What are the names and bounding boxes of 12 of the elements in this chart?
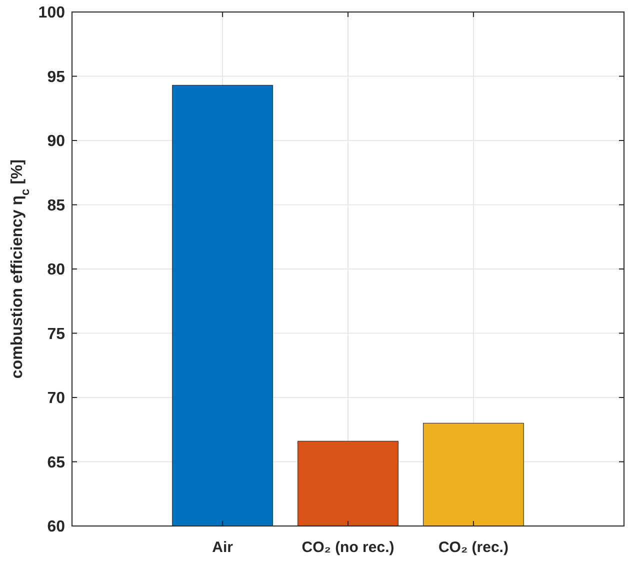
y-tick-label: 95 [47, 68, 66, 86]
x-tick-label: CO₂ (no rec.) [302, 539, 394, 556]
y-tick-label: 70 [47, 390, 66, 408]
x-tick-label: Air [212, 539, 234, 556]
y-tick-label: 60 [47, 518, 66, 536]
x-tick-label: CO₂ (rec.) [438, 539, 508, 556]
y-tick-label: 100 [38, 4, 66, 22]
y-tick-label: 90 [47, 133, 66, 150]
y-tick-label: 75 [47, 326, 66, 343]
y-tick-label: 80 [47, 262, 66, 279]
y-tick-label: 65 [47, 454, 66, 472]
y-tick-label: 85 [47, 197, 66, 214]
